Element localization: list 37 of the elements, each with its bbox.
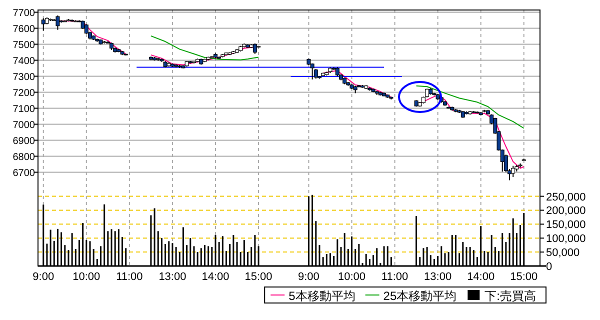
legend-label: 25本移動平均 — [383, 289, 457, 303]
legend-label: 5本移動平均 — [288, 289, 356, 303]
y-tick-label: 7200 — [12, 88, 36, 100]
candlestick — [252, 42, 257, 54]
y-tick-label: 6700 — [12, 168, 36, 180]
candlestick — [310, 62, 314, 80]
y2-tick-label: 250,000 — [546, 191, 586, 204]
y-tick-label: 7700 — [12, 8, 36, 20]
x-tick-label: 13:00 — [158, 271, 186, 283]
y-tick-label: 7000 — [12, 120, 36, 132]
candlestick — [511, 165, 516, 178]
candlestick — [84, 24, 88, 34]
y2-tick-label: 0 — [546, 261, 552, 273]
x-tick-label: 13:00 — [424, 271, 452, 283]
y2-tick-label: 50,000 — [546, 247, 580, 260]
y-tick-label: 6800 — [12, 152, 36, 164]
x-tick-label: 10:00 — [338, 271, 366, 283]
y2-tick-label: 150,000 — [546, 219, 586, 232]
y-tick-label: 7300 — [12, 72, 36, 84]
y-tick-label: 7400 — [12, 56, 36, 68]
x-tick-label: 14:00 — [467, 271, 495, 283]
x-tick-label: 9:00 — [32, 271, 54, 283]
y-tick-label: 6900 — [12, 136, 36, 148]
x-tick-label: 11:00 — [116, 271, 143, 283]
y-tick-label: 7500 — [12, 40, 36, 52]
x-tick-label: 11:00 — [381, 271, 408, 283]
x-tick-label: 9:00 — [298, 271, 320, 283]
y2-tick-label: 100,000 — [546, 233, 586, 246]
x-tick-label: 14:00 — [202, 271, 230, 283]
candlestick — [56, 14, 60, 30]
y2-tick-label: 200,000 — [546, 205, 586, 218]
x-tick-label: 15:00 — [244, 271, 272, 283]
x-tick-label: 15:00 — [510, 271, 538, 283]
y-tick-label: 7100 — [12, 104, 36, 116]
x-tick-label: 10:00 — [72, 271, 100, 283]
legend-label: 下:売買高 — [484, 289, 536, 303]
y-tick-label: 7600 — [12, 24, 36, 36]
